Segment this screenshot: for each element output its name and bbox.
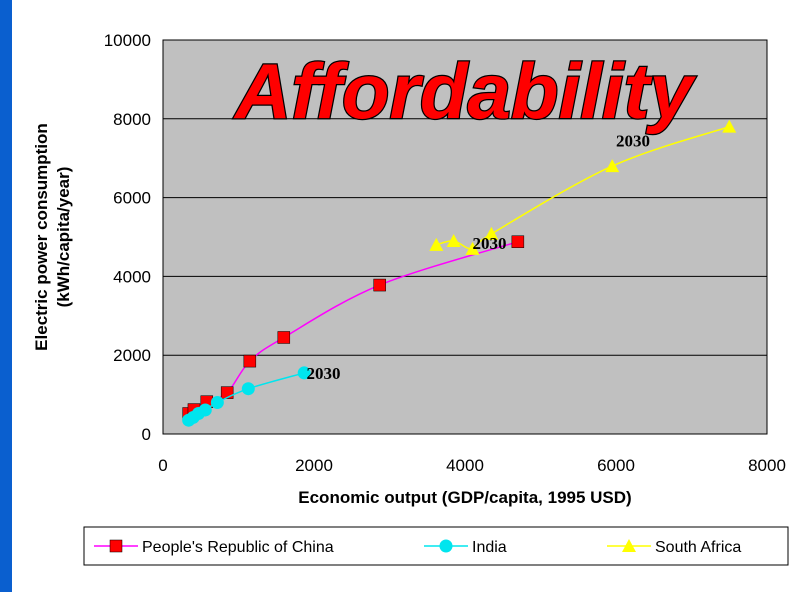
data-point [210, 395, 224, 409]
plot-area [162, 39, 768, 435]
legend-item-india: India [424, 539, 507, 556]
legend-swatch-marker [109, 539, 123, 553]
legend-item-people-s-republic-of-china: People's Republic of China [94, 539, 334, 556]
x-tick-label: 8000 [748, 456, 786, 475]
y-tick-label: 6000 [113, 189, 151, 208]
legend-label: South Africa [655, 539, 741, 556]
x-tick-label: 0 [158, 456, 167, 475]
legend-swatch-marker [439, 539, 453, 553]
data-point [373, 278, 386, 292]
y-axis-title-line1: Electric power consumption [32, 123, 51, 351]
legend: People's Republic of China India South Afr… [94, 539, 741, 556]
y-tick-label: 0 [142, 425, 151, 444]
y-tick-labels: 0 2000 4000 6000 8000 10000 [104, 31, 151, 444]
chart-title: Affordability [233, 47, 697, 135]
data-point [605, 159, 620, 173]
data-point [429, 237, 444, 251]
legend-item-south-africa: South Africa [607, 539, 741, 556]
y-tick-label: 8000 [113, 110, 151, 129]
x-tick-label: 6000 [597, 456, 635, 475]
legend-swatch-marker [622, 539, 636, 552]
x-tick-labels: 0 2000 4000 6000 8000 [158, 456, 786, 475]
x-axis-title: Economic output (GDP/capita, 1995 USD) [298, 488, 631, 507]
data-point [446, 233, 461, 247]
annotation-2030: 2030 [616, 131, 650, 150]
data-point [722, 119, 737, 133]
annotation-2030: 2030 [473, 234, 507, 253]
data-point [511, 235, 525, 248]
data-point [484, 226, 499, 240]
chart-canvas: 0 2000 4000 6000 8000 0 2000 4000 6000 8000 10000… [12, 0, 811, 592]
legend-label: India [472, 539, 507, 556]
data-point [277, 331, 291, 344]
data-point [243, 354, 257, 368]
data-point [297, 366, 311, 380]
x-tick-label: 2000 [295, 456, 333, 475]
annotation-2030: 2030 [306, 364, 340, 383]
series-south-africa [429, 119, 737, 255]
data-point [241, 382, 255, 396]
x-tick-label: 4000 [446, 456, 484, 475]
y-tick-label: 10000 [104, 31, 151, 50]
series-india [182, 366, 311, 427]
chart-svg: 0 2000 4000 6000 8000 0 2000 4000 6000 8000 10000… [32, 31, 789, 566]
data-point [198, 403, 212, 417]
annotations: 2030 2030 2030 [306, 131, 650, 382]
gridlines [163, 39, 767, 356]
data-point [465, 241, 480, 255]
y-axis-title-line2: (kWh/capita/year) [54, 167, 73, 308]
legend-label: People's Republic of China [142, 539, 334, 556]
y-tick-label: 2000 [113, 346, 151, 365]
series-layer [182, 119, 737, 427]
y-tick-label: 4000 [113, 267, 151, 286]
